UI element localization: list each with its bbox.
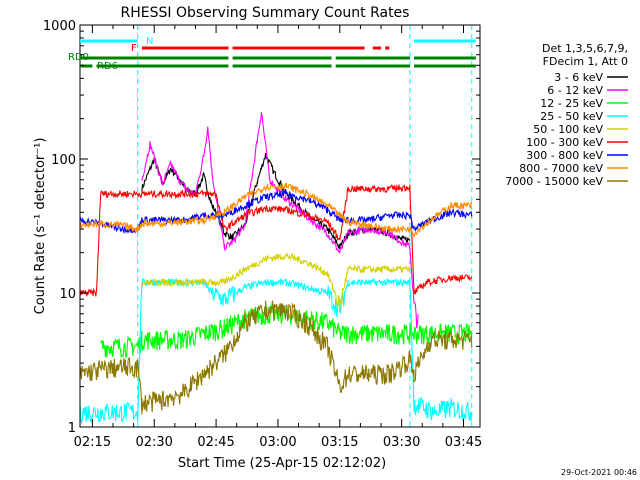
legend-label: 300 - 800 keV	[526, 149, 603, 162]
series-line-5	[80, 183, 473, 298]
x-tick-label: 03:15	[321, 435, 358, 450]
series-line-8	[80, 300, 473, 415]
y-tick-label: 1000	[43, 19, 76, 34]
plot-frame	[79, 24, 481, 428]
x-tick-label: 02:30	[135, 435, 172, 450]
y-axis-label: Count Rate (s⁻¹ detector⁻¹)	[33, 138, 48, 315]
legend: Det 1,3,5,6,7,9,FDecim 1, Att 0 3 - 6 keV…	[505, 42, 628, 188]
axes: NF RD0 RD6 1 10 100 1000 02:15 02:30 02:45 03:00 03…	[43, 19, 482, 450]
x-tick-label: 03:30	[383, 435, 420, 450]
x-tick-label: 02:15	[74, 435, 111, 450]
legend-label: 7000 - 15000 keV	[505, 175, 603, 188]
flag-label-rd0: RD0	[68, 52, 89, 63]
x-tick-label: 03:00	[259, 435, 296, 450]
plot-area	[80, 25, 473, 427]
x-axis-label: Start Time (25-Apr-15 02:12:02)	[178, 456, 386, 471]
flag-label-n: N	[146, 36, 153, 47]
flag-label-f: F	[131, 43, 137, 54]
series-line-4	[141, 252, 410, 313]
legend-label: 50 - 100 keV	[533, 123, 603, 136]
series-line-3	[80, 277, 473, 425]
series-line-7	[80, 182, 473, 238]
flag-label-rd6: RD6	[97, 61, 118, 72]
x-tick-label: 03:45	[445, 435, 482, 450]
legend-header-line: FDecim 1, Att 0	[543, 55, 628, 68]
legend-label: 800 - 7000 keV	[519, 162, 603, 175]
legend-label: 12 - 25 keV	[540, 97, 603, 110]
chart-title: RHESSI Observing Summary Count Rates	[121, 5, 410, 21]
legend-label: 3 - 6 keV	[554, 71, 603, 84]
y-tick-label: 1	[68, 421, 76, 436]
series-line-1	[141, 112, 419, 329]
legend-label: 100 - 300 keV	[526, 136, 603, 149]
y-tick-label: 10	[59, 287, 76, 302]
series-line-0	[141, 152, 411, 250]
legend-header-line: Det 1,3,5,6,7,9,	[542, 42, 628, 55]
legend-label: 25 - 50 keV	[540, 110, 603, 123]
x-tick-label: 02:45	[197, 435, 234, 450]
y-tick-label: 100	[51, 153, 76, 168]
legend-label: 6 - 12 keV	[547, 84, 603, 97]
series-line-6	[80, 188, 473, 235]
footer-timestamp: 29-Oct-2021 00:46	[561, 468, 637, 477]
